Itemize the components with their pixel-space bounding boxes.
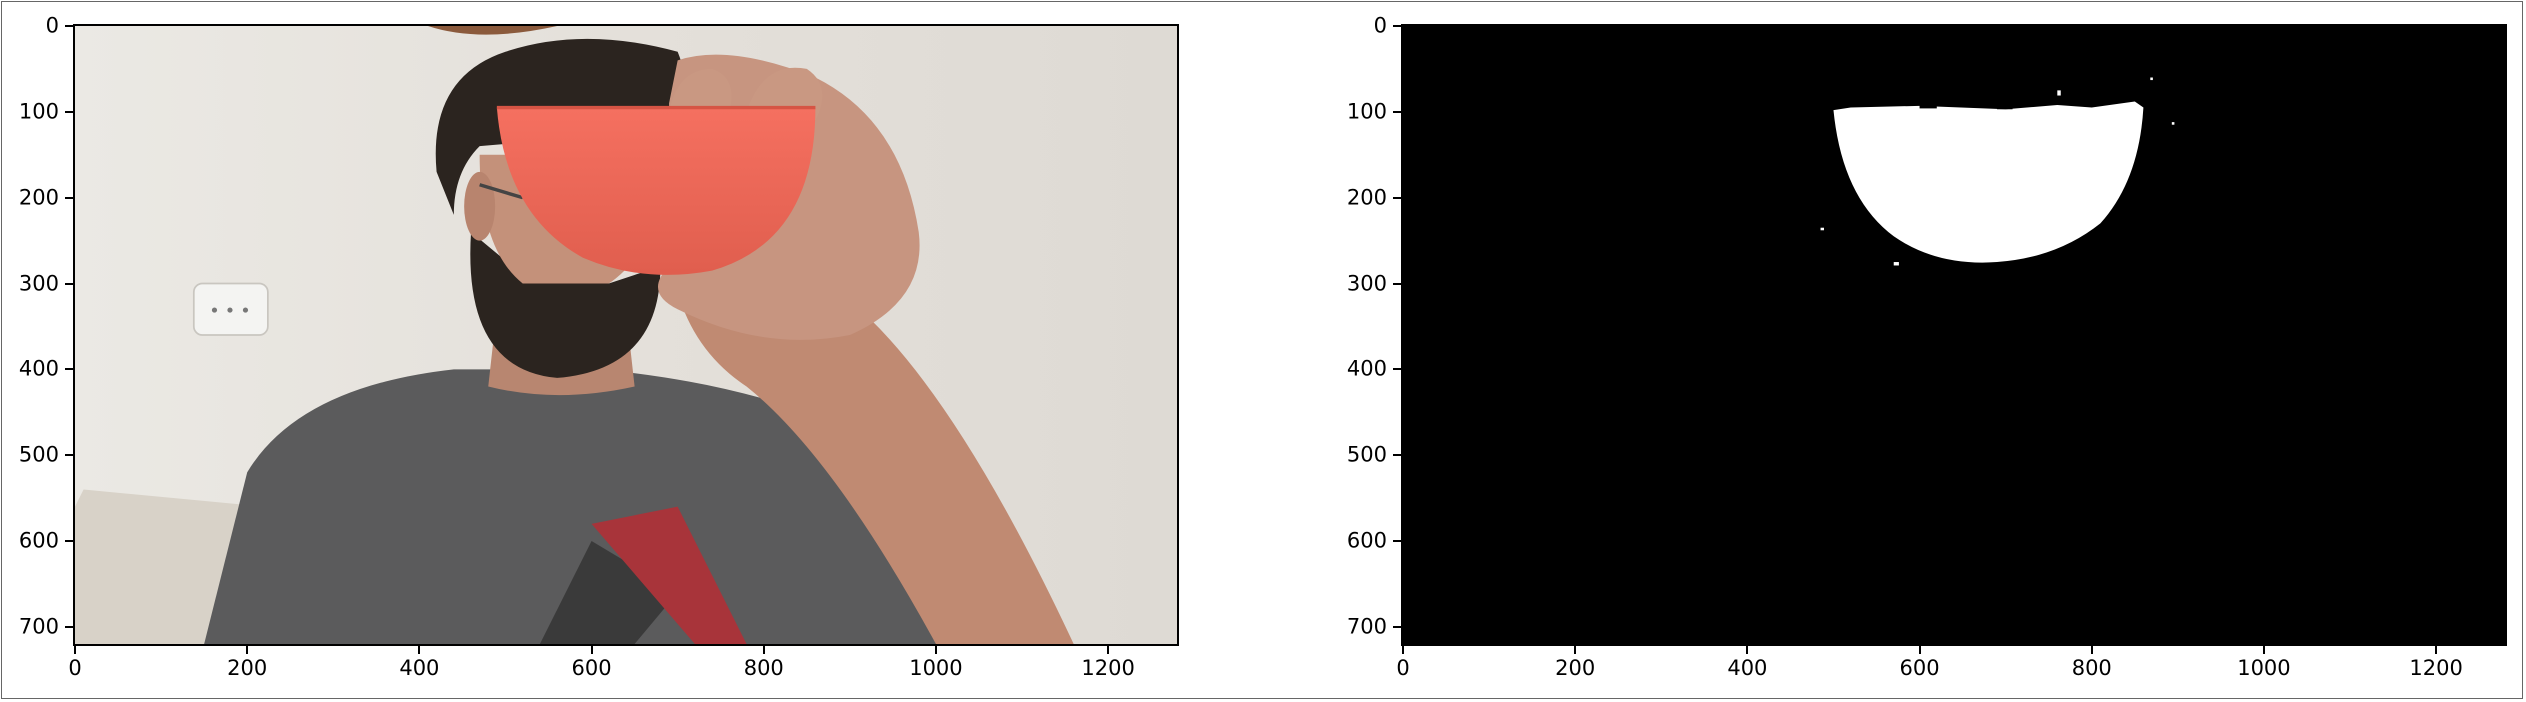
right-x-tick — [1746, 646, 1749, 654]
right-y-tick — [1393, 282, 1401, 285]
left-y-tick — [65, 196, 73, 199]
right-y-tick-label: 500 — [1346, 442, 1387, 467]
left-x-tick-label: 400 — [399, 656, 440, 680]
left-y-tick — [65, 110, 73, 113]
left-y-tick — [65, 25, 73, 27]
left-x-tick-label: 1000 — [909, 656, 963, 680]
left-x-tick — [590, 646, 593, 654]
shirt-logo-red — [591, 506, 747, 644]
left-y-tick — [65, 540, 73, 542]
right-y-tick-label: 0 — [1373, 13, 1387, 38]
webcam-photo — [75, 26, 1177, 644]
right-y-tick-label: 300 — [1346, 271, 1387, 295]
right-y-tick-label: 100 — [1346, 99, 1387, 124]
beard — [470, 232, 661, 378]
left-x-tick — [934, 646, 937, 654]
left-y-tick — [65, 368, 73, 371]
left-y-tick-label: 700 — [18, 614, 59, 639]
right-y-tick — [1393, 625, 1401, 628]
right-y-tick — [1393, 368, 1401, 371]
right-y-tick — [1393, 454, 1401, 457]
image-panel-mask — [1401, 24, 2507, 646]
left-y-tick — [65, 454, 73, 457]
image-panel-original — [73, 24, 1179, 646]
mask-blob — [1833, 101, 2144, 263]
right-x-tick-label: 200 — [1555, 656, 1596, 680]
right-x-tick — [1574, 646, 1577, 654]
left-y-tick-label: 300 — [18, 271, 59, 295]
right-x-tick-label: 0 — [1396, 656, 1410, 680]
left-y-tick-label: 0 — [45, 13, 59, 38]
right-x-tick — [2090, 646, 2093, 654]
right-y-tick-label: 200 — [1346, 185, 1387, 210]
left-x-tick-label: 600 — [571, 656, 612, 680]
left-x-tick — [762, 646, 765, 654]
shirt — [204, 369, 997, 644]
red-bowl — [496, 107, 816, 275]
right-y-tick-label: 700 — [1346, 614, 1387, 639]
clock-edge — [427, 26, 558, 35]
left-x-tick-label: 800 — [743, 656, 784, 680]
left-y-tick-label: 600 — [18, 528, 59, 553]
right-x-tick — [2262, 646, 2265, 654]
left-x-tick — [418, 646, 421, 654]
right-x-tick-label: 600 — [1899, 656, 1940, 680]
binary-mask — [1403, 26, 2505, 644]
left-x-tick — [74, 646, 76, 654]
right-x-tick-label: 400 — [1727, 656, 1768, 680]
left-y-tick — [65, 625, 73, 628]
right-y-tick — [1393, 196, 1401, 199]
right-x-tick — [1918, 646, 1921, 654]
left-x-tick-label: 1200 — [1081, 656, 1135, 680]
left-x-tick-label: 0 — [68, 656, 82, 680]
left-x-tick — [246, 646, 249, 654]
left-y-tick-label: 200 — [18, 185, 59, 210]
left-x-tick — [1107, 646, 1110, 654]
shirt-logo-dark — [539, 541, 678, 644]
right-y-tick — [1393, 110, 1401, 113]
right-x-tick-label: 1000 — [2237, 656, 2291, 680]
right-x-tick — [1402, 646, 1404, 654]
left-y-tick-label: 500 — [18, 442, 59, 467]
left-y-tick — [65, 282, 73, 285]
arm — [677, 272, 1074, 644]
right-y-tick-label: 600 — [1346, 528, 1387, 553]
right-y-tick — [1393, 25, 1401, 27]
right-y-tick-label: 400 — [1346, 356, 1387, 381]
right-x-tick-label: 800 — [2071, 656, 2112, 680]
right-y-tick — [1393, 540, 1401, 542]
left-y-tick-label: 100 — [18, 99, 59, 124]
right-x-tick-label: 1200 — [2409, 656, 2463, 680]
left-y-tick-label: 400 — [18, 356, 59, 381]
left-x-tick-label: 200 — [227, 656, 268, 680]
right-x-tick — [2435, 646, 2438, 654]
